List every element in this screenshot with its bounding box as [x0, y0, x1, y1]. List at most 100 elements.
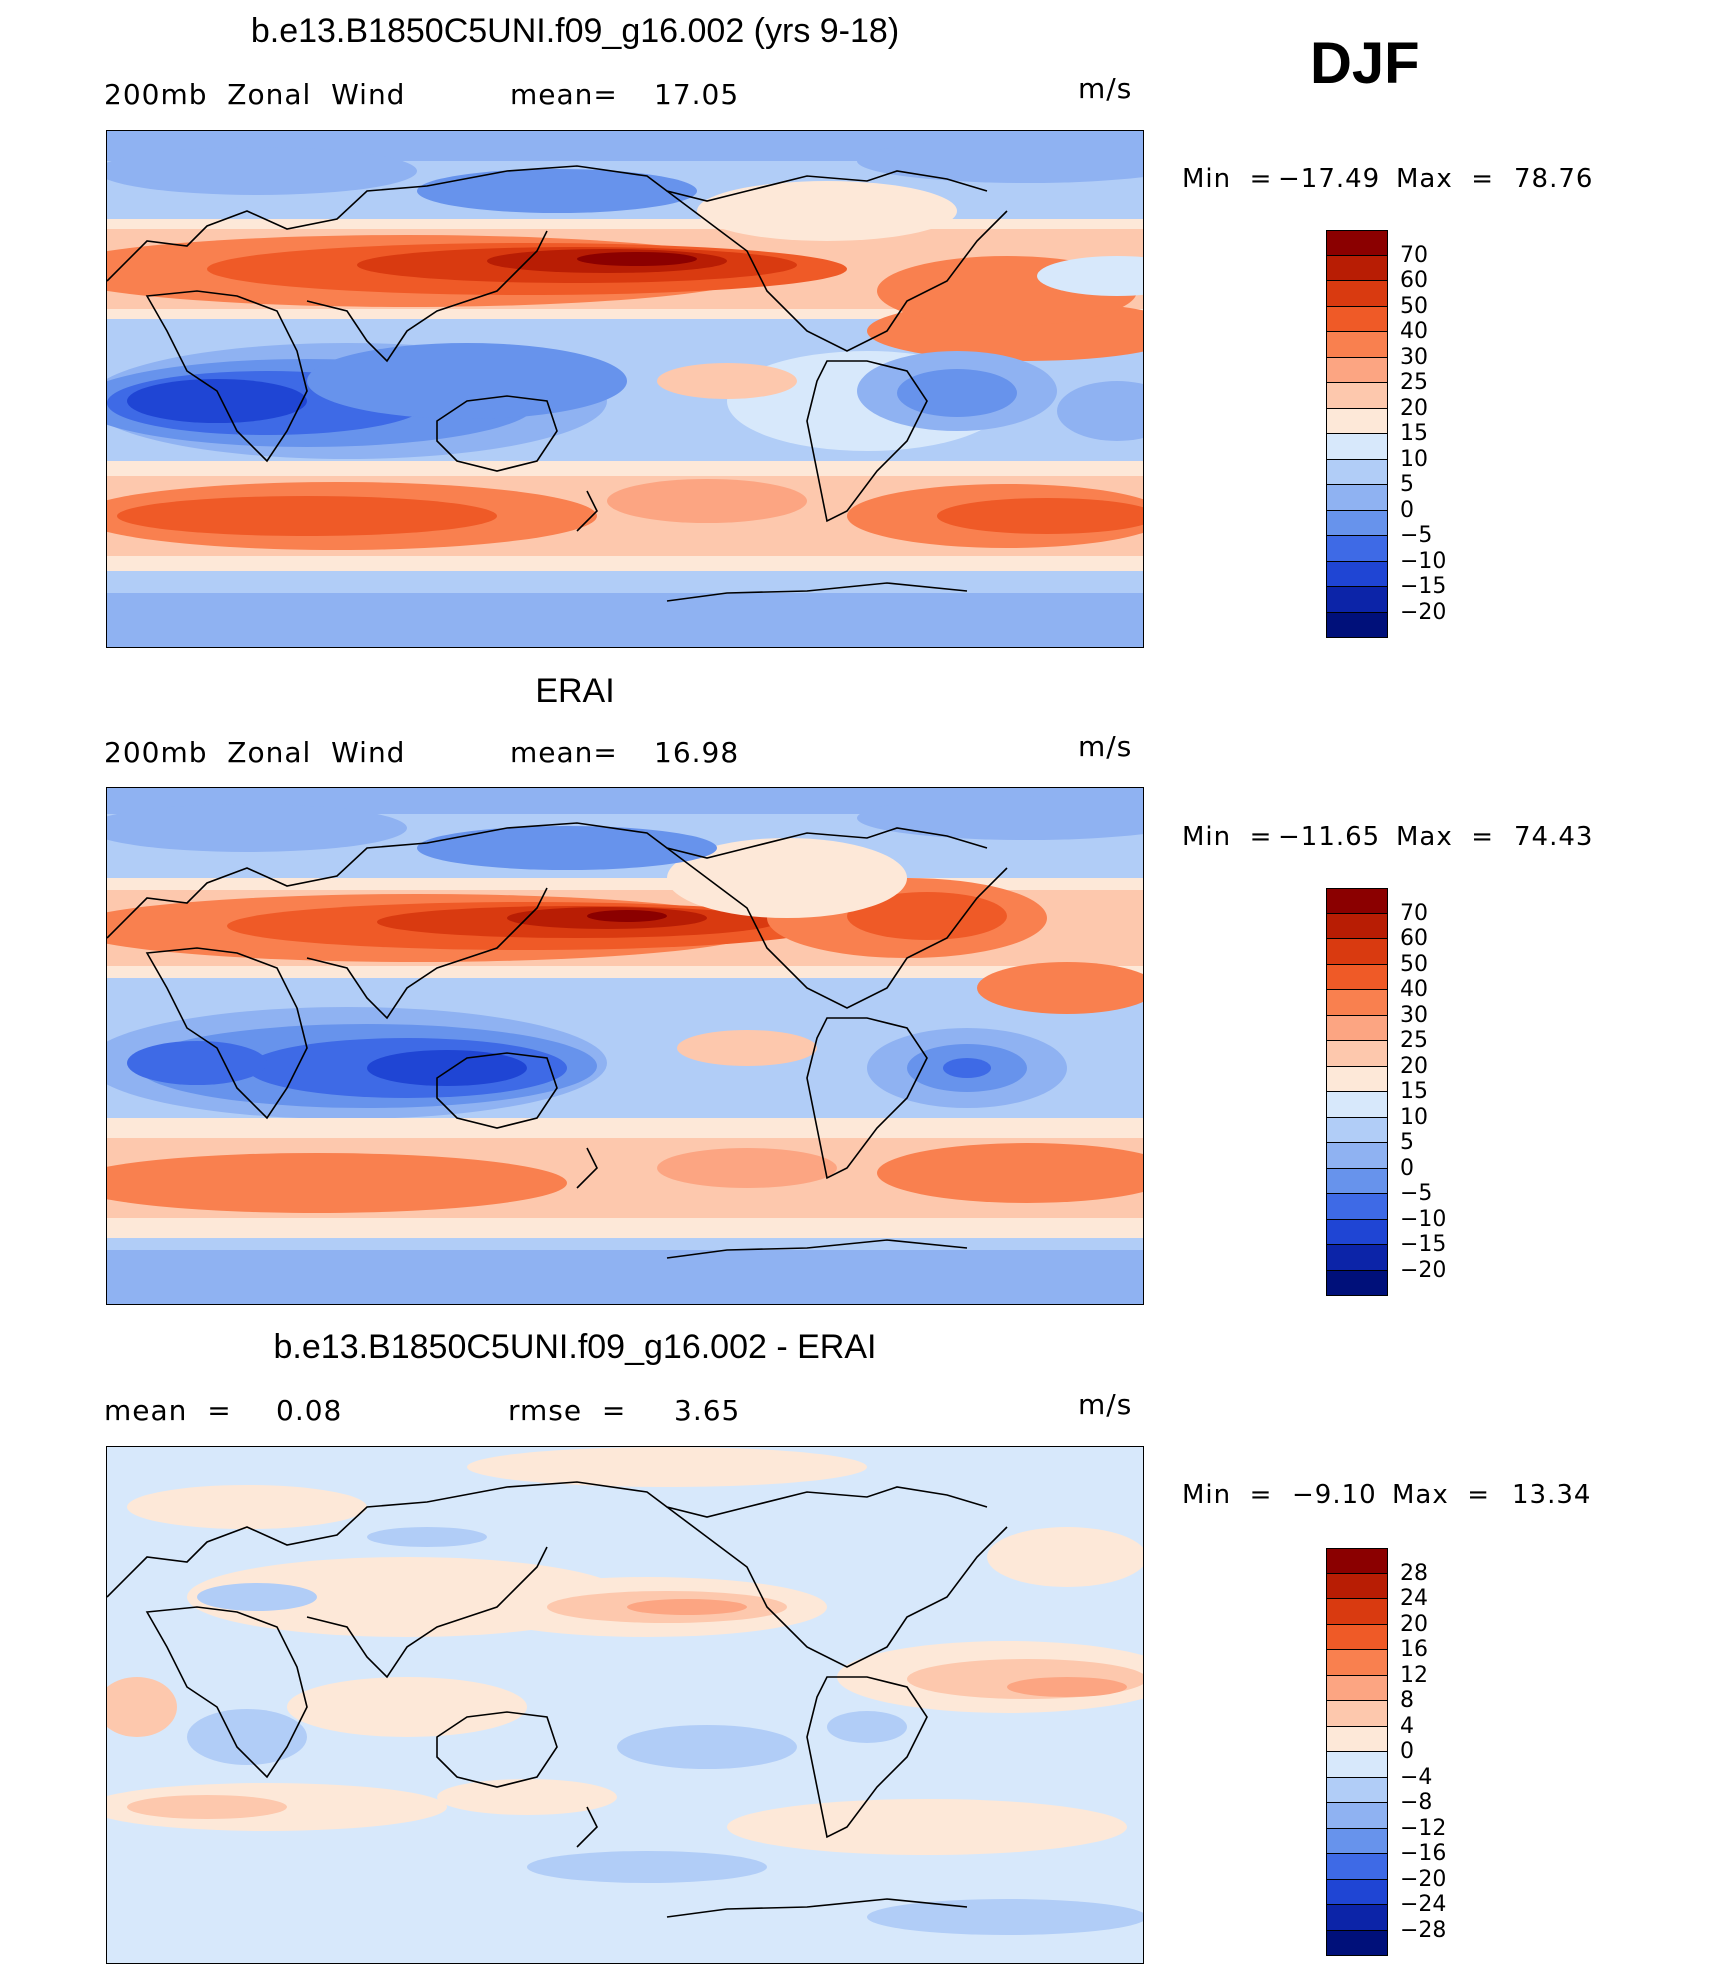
panel3-max-label: Max =: [1392, 1480, 1491, 1510]
colorbar-frame: [1326, 230, 1388, 638]
zonal-wind-map-model: [107, 131, 1143, 647]
colorbar-swatch: [1326, 1650, 1388, 1676]
colorbar-tick-label: 50: [1400, 293, 1428, 319]
colorbar-swatch: [1326, 1701, 1388, 1727]
colorbar-tick-label: −20: [1400, 599, 1447, 625]
colorbar-tick-label: 25: [1400, 1028, 1428, 1053]
colorbar-swatch: [1326, 459, 1388, 485]
colorbar-swatch: [1326, 561, 1388, 587]
colorbar-swatch: [1326, 1245, 1388, 1271]
panel1-min-label: Min =: [1182, 164, 1273, 194]
colorbar-frame: [1326, 1548, 1388, 1956]
colorbar-tick-label: −24: [1400, 1892, 1447, 1917]
panel1-min-value: −17.49: [1278, 164, 1381, 194]
colorbar-tick-label: −20: [1400, 1257, 1447, 1283]
colorbar-swatch: [1326, 1143, 1388, 1169]
colorbar-tick-label: 20: [1400, 395, 1428, 421]
colorbar-swatch: [1326, 1905, 1388, 1931]
map-panel-model: [106, 130, 1144, 648]
colorbar-tick-label: −28: [1400, 1917, 1447, 1943]
colorbar-tick-label: 15: [1400, 421, 1428, 446]
colorbar-swatch: [1326, 1624, 1388, 1650]
colorbar-tick-label: 40: [1400, 319, 1428, 344]
colorbar-swatch: [1326, 888, 1388, 914]
colorbar-tick-label: 0: [1400, 1155, 1414, 1181]
colorbar-tick-label: 20: [1400, 1611, 1428, 1637]
colorbar-tick-label: −16: [1400, 1841, 1447, 1866]
colorbar-tick-label: 5: [1400, 1130, 1414, 1155]
colorbar-frame: [1326, 888, 1388, 1296]
colorbar-tick-label: 70: [1400, 900, 1428, 926]
colorbar-tick-label: 40: [1400, 977, 1428, 1002]
colorbar-swatch: [1326, 408, 1388, 434]
colorbar-swatch: [1326, 1854, 1388, 1880]
panel3-units: m/s: [1078, 1388, 1133, 1421]
panel3-rmse-label: rmse =: [508, 1394, 627, 1427]
colorbar-tick-label: 70: [1400, 242, 1428, 268]
colorbar-swatch: [1326, 1803, 1388, 1829]
colorbar-swatch: [1326, 1548, 1388, 1574]
panel1-mean-value: 17.05: [654, 78, 740, 111]
panel3-mean-value: 0.08: [276, 1394, 343, 1427]
colorbar-tick-label: 10: [1400, 1104, 1428, 1130]
colorbar-swatch: [1326, 1117, 1388, 1143]
colorbar-tick-label: 24: [1400, 1586, 1428, 1611]
map-panel-erai: [106, 787, 1144, 1305]
colorbar-tick-label: 15: [1400, 1079, 1428, 1104]
colorbar-swatch: [1326, 281, 1388, 307]
panel2-variable-label: 200mb Zonal Wind: [104, 736, 406, 769]
zonal-wind-map-difference: [107, 1447, 1143, 1963]
colorbar-swatch: [1326, 1066, 1388, 1092]
season-label: DJF: [1310, 31, 1420, 96]
map-panel-difference: [106, 1446, 1144, 1964]
coastlines: [107, 822, 1008, 1259]
panel1-max-value: 78.76: [1514, 164, 1594, 194]
colorbar-swatch: [1326, 1777, 1388, 1803]
colorbar-tick-label: 28: [1400, 1560, 1428, 1586]
colorbar-swatch: [1326, 230, 1388, 256]
colorbar-swatch: [1326, 332, 1388, 358]
colorbar-swatch: [1326, 1930, 1388, 1956]
panel2-title: ERAI: [535, 672, 615, 710]
colorbar-tick-label: 16: [1400, 1637, 1428, 1662]
colorbar-swatch: [1326, 964, 1388, 990]
panel3-max-value: 13.34: [1512, 1480, 1592, 1510]
panel2-max-label: Max =: [1396, 822, 1495, 852]
colorbar-tick-label: 8: [1400, 1688, 1414, 1713]
colorbar-tick-label: −8: [1400, 1790, 1433, 1815]
colorbar-tick-label: 0: [1400, 497, 1414, 523]
colorbar-swatch: [1326, 357, 1388, 383]
colorbar-tick-label: −15: [1400, 1232, 1447, 1257]
colorbar-swatch: [1326, 1194, 1388, 1220]
colorbar-swatch: [1326, 1726, 1388, 1752]
colorbar-tick-label: −10: [1400, 1206, 1447, 1232]
colorbar-tick-label: −12: [1400, 1815, 1447, 1841]
colorbar-swatch: [1326, 1168, 1388, 1194]
colorbar-tick-label: 10: [1400, 446, 1428, 472]
colorbar-swatch: [1326, 1752, 1388, 1778]
panel2-min-value: −11.65: [1278, 822, 1381, 852]
colorbar-swatch: [1326, 536, 1388, 562]
colorbar-tick-label: −5: [1400, 523, 1433, 548]
colorbar-swatch: [1326, 1828, 1388, 1854]
colorbar-swatch: [1326, 1270, 1388, 1296]
panel2-mean-label: mean=: [510, 736, 618, 769]
colorbar-swatch: [1326, 913, 1388, 939]
coastlines: [107, 1481, 1008, 1918]
colorbar-swatch: [1326, 485, 1388, 511]
colorbar-swatch: [1326, 1675, 1388, 1701]
panel2-max-value: 74.43: [1514, 822, 1594, 852]
panel3-min-label: Min =: [1182, 1480, 1273, 1510]
colorbar-tick-label: 0: [1400, 1739, 1414, 1764]
colorbar-tick-label: 20: [1400, 1053, 1428, 1079]
panel3-mean-label: mean =: [104, 1394, 232, 1427]
colorbar-swatch: [1326, 306, 1388, 332]
colorbar-swatches: [1326, 230, 1388, 638]
colorbar-swatch: [1326, 587, 1388, 613]
panel3-rmse-value: 3.65: [674, 1394, 741, 1427]
colorbar-tick-label: 5: [1400, 472, 1414, 497]
colorbar-tick-label: 60: [1400, 926, 1428, 951]
panel1-max-label: Max =: [1396, 164, 1495, 194]
colorbar-tick-label: −20: [1400, 1866, 1447, 1892]
colorbar-swatch: [1326, 510, 1388, 536]
